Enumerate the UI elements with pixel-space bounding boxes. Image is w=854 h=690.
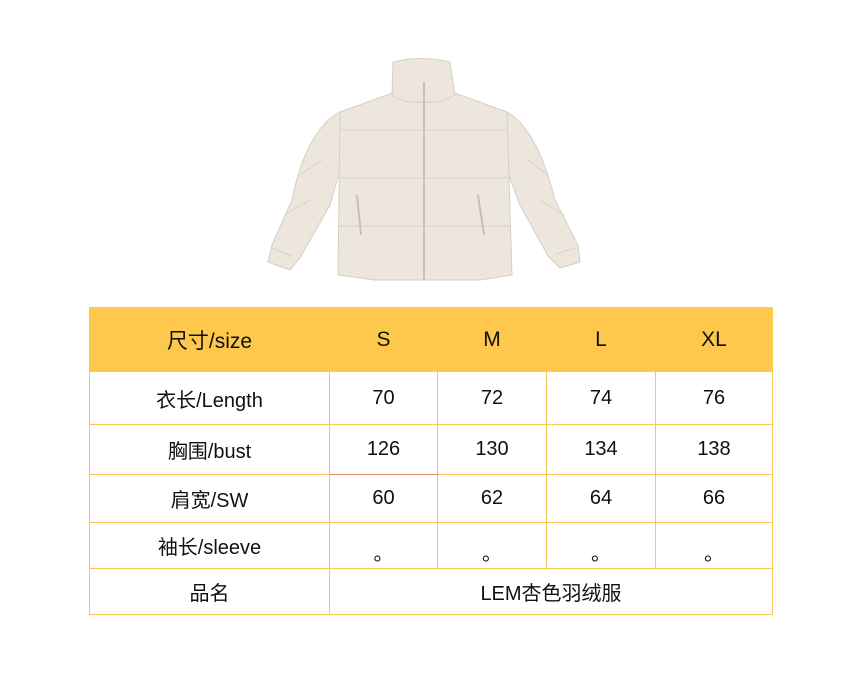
row-label: 胸围/bust [89,424,330,475]
cell: 。 [655,522,773,569]
cell: 126 [329,424,438,475]
cell: 。 [437,522,547,569]
cell: 74 [546,371,656,425]
product-name-label: 品名 [89,568,330,615]
header-size-xl: XL [655,307,773,372]
cell: 72 [437,371,547,425]
cell: 66 [655,474,773,523]
cell: 138 [655,424,773,475]
right-sleeve [506,111,581,269]
jacket-collar [391,58,456,103]
table-row-bust: 胸围/bust 126 130 134 138 [89,424,773,475]
cell: 60 [329,474,438,523]
left-sleeve [267,111,341,271]
jacket-body [337,91,513,281]
row-label: 衣长/Length [89,371,330,425]
cell: 70 [329,371,438,425]
header-size-m: M [437,307,547,372]
size-table: 尺寸/size S M L XL 衣长/Length 70 72 74 76 胸… [89,307,773,615]
cell: 。 [329,522,438,569]
table-header-row: 尺寸/size S M L XL [89,307,773,372]
table-row-length: 衣长/Length 70 72 74 76 [89,371,773,425]
table-row-shoulder: 肩宽/SW 60 62 64 66 [89,474,773,523]
puffer-jacket-image [267,58,581,281]
cell: 62 [437,474,547,523]
row-label: 袖长/sleeve [89,522,330,569]
row-label: 肩宽/SW [89,474,330,523]
cell: 64 [546,474,656,523]
cell: 。 [546,522,656,569]
header-size-l: L [546,307,656,372]
product-name-value: LEM杏色羽绒服 [329,568,773,615]
cell: 130 [437,424,547,475]
table-row-product-name: 品名 LEM杏色羽绒服 [89,568,773,615]
cell: 134 [546,424,656,475]
cell: 76 [655,371,773,425]
table-row-sleeve: 袖长/sleeve 。 。 。 。 [89,522,773,569]
header-size-s: S [329,307,438,372]
header-size-label: 尺寸/size [89,307,330,372]
